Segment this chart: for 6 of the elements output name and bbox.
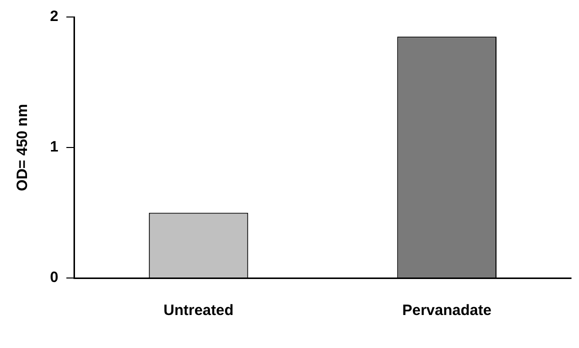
y-axis-title: OD= 450 nm xyxy=(14,104,32,192)
x-tick-label: Pervanadate xyxy=(402,302,492,320)
y-tick-label: 2 xyxy=(50,8,58,26)
x-tick-label: Untreated xyxy=(164,302,234,320)
y-tick-label: 0 xyxy=(50,269,58,286)
y-tick-label: 1 xyxy=(50,138,58,156)
